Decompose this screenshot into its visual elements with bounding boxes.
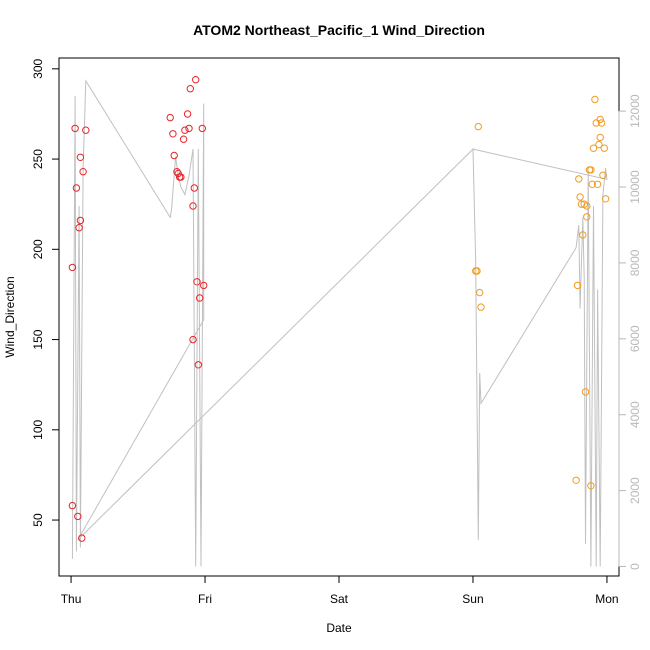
y-tick-label: 100: [31, 419, 45, 439]
data-point-orange: [593, 180, 602, 189]
data-point-orange: [589, 144, 598, 152]
data-point-red: [166, 113, 174, 122]
data-point-orange: [597, 119, 606, 127]
data-point-orange: [595, 140, 603, 149]
data-point-orange: [596, 115, 604, 124]
chart-title: ATOM2 Northeast_Pacific_1 Wind_Direction: [193, 22, 485, 38]
y2-tick-label: 8000: [628, 249, 642, 276]
data-point-orange: [601, 195, 610, 203]
data-point-red: [170, 151, 178, 160]
axes: Thu Fri Sat Sun Mon 50 100 150 200 250 300 0 2000 400…: [31, 58, 642, 606]
plot-box: [58, 57, 620, 577]
y2-tick-label: 6000: [628, 325, 642, 352]
plot-frame: [58, 57, 620, 577]
y-tick-label: 200: [31, 239, 45, 259]
data-point-orange: [599, 171, 607, 180]
data-point-orange: [587, 166, 595, 174]
data-point-orange: [576, 193, 584, 201]
data-point-red: [186, 85, 195, 93]
data-point-red: [76, 216, 85, 225]
data-point-orange: [476, 288, 484, 297]
data-point-red: [78, 534, 86, 542]
y-tick-label: 300: [31, 58, 45, 78]
data-point-red: [72, 184, 81, 192]
y-tick-label: 150: [31, 329, 45, 349]
y2-tick-label: 0: [628, 563, 642, 570]
x-tick-label: Mon: [595, 592, 618, 606]
data-point-red: [194, 361, 203, 369]
data-point-red: [192, 76, 200, 84]
data-point-orange: [474, 122, 482, 131]
data-point-red: [71, 124, 79, 133]
y2-tick-label: 4000: [628, 401, 642, 428]
data-point-orange: [577, 200, 586, 208]
data-point-red: [196, 294, 204, 302]
data-point-orange: [473, 267, 481, 275]
data-point-orange: [573, 281, 582, 290]
x-axis-label: Date: [326, 621, 352, 635]
data-point-red: [193, 278, 201, 286]
data-point-orange: [581, 388, 590, 396]
x-tick-label: Thu: [61, 592, 82, 606]
secondary-line-path: [71, 79, 608, 567]
data-point-red: [76, 153, 85, 162]
data-point-orange: [588, 180, 596, 189]
data-point-red: [68, 501, 77, 510]
data-point-orange: [600, 144, 608, 152]
x-tick-label: Sat: [330, 592, 349, 606]
data-point-orange: [591, 95, 599, 104]
data-points: [68, 76, 610, 542]
data-point-orange: [583, 213, 591, 221]
data-point-red: [68, 263, 77, 272]
y2-tick-label: 12000: [628, 94, 642, 128]
data-point-red: [200, 281, 208, 290]
data-point-red: [82, 126, 90, 134]
data-point-orange: [575, 175, 583, 183]
x-tick-label: Sun: [462, 592, 483, 606]
data-point-red: [185, 124, 193, 133]
data-point-orange: [596, 133, 604, 142]
data-point-red: [183, 110, 192, 118]
data-point-orange: [572, 476, 580, 484]
data-point-red: [198, 124, 207, 133]
data-point-red: [189, 202, 197, 210]
y2-tick-label: 10000: [628, 170, 642, 204]
data-point-red: [169, 130, 177, 138]
data-point-orange: [583, 202, 591, 210]
data-point-red: [79, 168, 87, 176]
data-point-red: [75, 224, 83, 232]
data-point-red: [189, 335, 197, 344]
data-point-red: [179, 135, 188, 143]
data-point-red: [74, 512, 82, 521]
data-point-orange: [579, 231, 587, 239]
secondary-series-line: [71, 79, 608, 567]
data-point-red: [181, 126, 189, 134]
y-axis-label: Wind_Direction: [3, 276, 17, 357]
data-point-orange: [477, 303, 485, 311]
data-point-orange: [587, 482, 595, 490]
data-point-red: [190, 184, 199, 192]
x-tick-label: Fri: [198, 592, 212, 606]
y-tick-label: 50: [31, 513, 45, 527]
data-point-red: [177, 173, 185, 181]
y2-tick-label: 2000: [628, 477, 642, 504]
y-tick-label: 250: [31, 149, 45, 169]
